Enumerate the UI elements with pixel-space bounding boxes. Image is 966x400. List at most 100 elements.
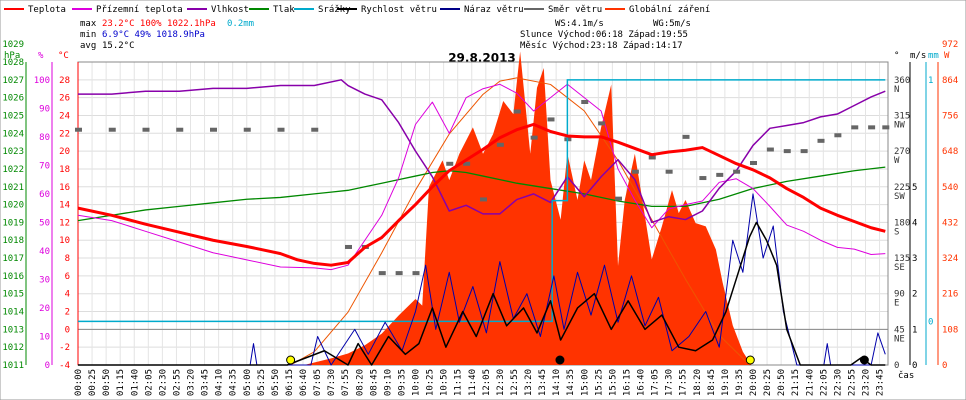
wind-direction-point bbox=[750, 161, 757, 165]
hpa-tick-label: 1024 bbox=[2, 129, 24, 139]
x-tick-label: 04:10 bbox=[215, 369, 225, 396]
x-tick-label: 10:25 bbox=[426, 369, 436, 396]
x-tick-label: 07:05 bbox=[313, 369, 323, 396]
wind-direction-point bbox=[446, 161, 454, 166]
axis-title-x: čas bbox=[898, 370, 914, 381]
w-tick-label: 864 bbox=[942, 76, 958, 86]
series-solar-radiation bbox=[78, 51, 886, 366]
temp-tick-label: 18 bbox=[59, 165, 70, 175]
x-tick-label: 19:10 bbox=[721, 369, 731, 396]
wind-direction-point bbox=[699, 176, 707, 181]
temp-tick-label: 26 bbox=[59, 94, 70, 104]
stat-min-label: min bbox=[80, 30, 96, 40]
axes: hPa% °C1011101210131014101510161017101810… bbox=[2, 40, 958, 396]
x-tick-label: 16:15 bbox=[622, 369, 632, 396]
temp-tick-label: 22 bbox=[59, 129, 70, 139]
temp-tick-label: 0 bbox=[65, 325, 70, 335]
legend-label: Teplota bbox=[28, 5, 66, 15]
x-tick-label: 03:45 bbox=[201, 369, 211, 396]
axis-title-w: W bbox=[944, 51, 950, 61]
pct-tick-label: 30 bbox=[39, 275, 50, 285]
hpa-tick-label: 1016 bbox=[2, 272, 24, 282]
wind-direction-point bbox=[108, 127, 116, 132]
wind-direction-point bbox=[496, 142, 504, 147]
pct-tick-label: 60 bbox=[39, 190, 50, 200]
stat-ws: WS:4.1m/s bbox=[555, 19, 604, 29]
temp-tick-label: 28 bbox=[59, 76, 70, 86]
wind-direction-point bbox=[882, 125, 890, 130]
temp-tick-label: 6 bbox=[65, 272, 70, 282]
wind-direction-point bbox=[75, 127, 82, 132]
x-tick-label: 22:55 bbox=[847, 369, 857, 396]
w-tick-label: 756 bbox=[942, 111, 958, 121]
series-temperature bbox=[77, 122, 886, 267]
hpa-tick-label: 1018 bbox=[2, 236, 24, 246]
series-rain bbox=[78, 79, 886, 323]
wind-direction-point bbox=[783, 149, 791, 154]
pct-tick-label: 80 bbox=[39, 133, 50, 143]
wind-direction-point bbox=[648, 155, 656, 160]
mm-tick-label: 0 bbox=[928, 317, 933, 327]
dir-tick-label: 0 bbox=[894, 361, 899, 371]
x-tick-label: 15:00 bbox=[580, 369, 590, 396]
wind-direction-point bbox=[311, 127, 319, 132]
wind-direction-point bbox=[631, 169, 639, 174]
wind-direction-point bbox=[581, 100, 589, 105]
hpa-tick-label: 1022 bbox=[2, 165, 24, 175]
wind-direction-point bbox=[598, 121, 606, 126]
hpa-tick-label: 1020 bbox=[2, 201, 24, 211]
dir-tick-label: 135 bbox=[894, 254, 910, 264]
hpa-tick-label: 1013 bbox=[2, 325, 24, 335]
temp-tick-label: 2 bbox=[65, 308, 70, 318]
x-tick-label: 22:05 bbox=[819, 369, 829, 396]
temp-tick-label: 4 bbox=[65, 290, 70, 300]
legend-label: Tlak bbox=[273, 5, 295, 15]
w-tick-label: 108 bbox=[942, 325, 958, 335]
wind-direction-point bbox=[480, 197, 487, 202]
x-tick-label: 08:20 bbox=[355, 369, 365, 396]
temp-tick-label: 12 bbox=[59, 218, 70, 228]
x-tick-label: 20:25 bbox=[763, 369, 773, 396]
pct-tick-label: 90 bbox=[39, 104, 50, 114]
temp-tick-label: 24 bbox=[59, 111, 70, 121]
wind-direction-point bbox=[834, 133, 842, 138]
w-tick-label: 540 bbox=[942, 183, 958, 193]
wind-direction-point bbox=[378, 271, 386, 276]
wind-direction-point bbox=[142, 127, 150, 132]
wind-direction-point bbox=[395, 271, 403, 276]
wind-direction-point bbox=[176, 127, 184, 132]
w-tick-label: 648 bbox=[942, 147, 958, 157]
plot-area bbox=[75, 51, 890, 366]
wind-direction-point bbox=[345, 244, 352, 249]
dir-tick-label: E bbox=[894, 299, 899, 309]
x-tick-label: 12:05 bbox=[482, 369, 492, 396]
x-tick-label: 03:20 bbox=[187, 369, 197, 396]
hpa-tick-label: 1027 bbox=[2, 76, 24, 86]
wind-direction-point bbox=[817, 138, 825, 143]
ms-tick-label: 2 bbox=[912, 290, 917, 300]
w-tick-label: 972 bbox=[942, 40, 958, 50]
dir-tick-label: N bbox=[894, 85, 899, 95]
w-tick-label: 216 bbox=[942, 290, 958, 300]
ms-tick-label: 3 bbox=[912, 254, 917, 264]
pct-tick-label: 10 bbox=[39, 332, 50, 342]
x-tick-label: 21:15 bbox=[791, 369, 801, 396]
sunrise-marker bbox=[286, 355, 296, 365]
x-tick-label: 05:50 bbox=[271, 369, 281, 396]
ms-tick-label: 1 bbox=[912, 325, 917, 335]
ms-tick-label: 5 bbox=[912, 183, 917, 193]
dir-tick-label: 180 bbox=[894, 218, 910, 228]
wind-direction-point bbox=[682, 134, 690, 139]
x-tick-label: 02:30 bbox=[158, 369, 168, 396]
x-tick-label: 15:25 bbox=[594, 369, 604, 396]
x-tick-label: 18:45 bbox=[707, 369, 717, 396]
x-tick-label: 01:40 bbox=[130, 369, 140, 396]
w-tick-label: 0 bbox=[942, 361, 947, 371]
wind-direction-point bbox=[766, 147, 774, 152]
hpa-tick-label: 1028 bbox=[2, 58, 24, 68]
x-tick-label: 00:00 bbox=[74, 369, 84, 396]
axis-title-dir: ° bbox=[894, 51, 899, 61]
x-tick-label: 15:50 bbox=[608, 369, 618, 396]
dir-tick-label: 270 bbox=[894, 147, 910, 157]
pct-tick-label: 0 bbox=[45, 361, 50, 371]
